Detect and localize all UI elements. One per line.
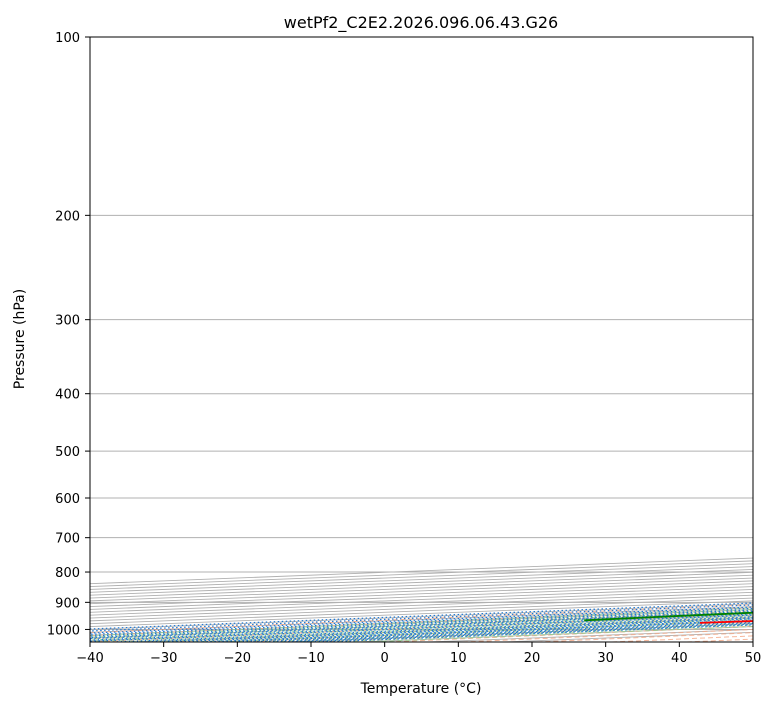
- moist-adiabat-line: [90, 607, 753, 637]
- mixing-ratio-line: [168, 618, 753, 642]
- moist-adiabat-line: [293, 622, 753, 642]
- dry-adiabat-line: [686, 638, 753, 642]
- isotherm-line: [90, 583, 753, 610]
- x-tick-label: 30: [597, 651, 614, 666]
- isotherm-line: [90, 603, 753, 630]
- dry-adiabat-line: [90, 604, 753, 634]
- isotherm-line: [281, 623, 753, 642]
- isotherm-line: [90, 577, 753, 605]
- isotherm-line: [90, 614, 753, 642]
- dry-adiabat-line: [238, 619, 753, 642]
- dry-adiabat-line: [90, 613, 753, 642]
- y-tick-label: 900: [55, 596, 80, 611]
- isotherm-line: [502, 631, 753, 642]
- moist-adiabat-line: [114, 615, 753, 642]
- dry-adiabat-line: [537, 632, 753, 642]
- isotherm-line: [90, 566, 753, 593]
- isotherm-line: [90, 606, 753, 633]
- dry-adiabat-line: [163, 616, 753, 642]
- isotherm-line: [90, 586, 753, 613]
- isotherm-line: [429, 628, 753, 642]
- temperature-line: [699, 620, 753, 624]
- isotherm-line: [355, 626, 753, 642]
- isotherm-line: [90, 594, 753, 622]
- isotherm-line: [90, 588, 753, 616]
- y-axis-label: Pressure (hPa): [12, 289, 28, 389]
- y-tick-label: 100: [55, 31, 80, 46]
- moist-adiabat-line: [365, 626, 753, 642]
- dry-adiabat-line: [90, 607, 753, 637]
- moist-adiabat-line: [90, 613, 753, 642]
- moist-adiabat-line: [185, 618, 753, 642]
- y-axis-ticks: 100 200 300 400 500 600 700 800 900 1000: [47, 31, 90, 638]
- isotherm-line: [90, 591, 753, 619]
- dry-adiabat-line: [387, 625, 753, 642]
- plot-background-lines: [90, 37, 775, 642]
- isotherm-line: [90, 568, 753, 596]
- mixing-ratio-line: [112, 616, 753, 642]
- dry-adiabat-line: [313, 622, 753, 642]
- moist-adiabat-line: [329, 624, 753, 642]
- isotherm-line: [90, 608, 753, 636]
- x-tick-label: −10: [297, 651, 324, 666]
- y-tick-label: 800: [55, 566, 80, 581]
- mixing-ratio-line: [90, 609, 753, 637]
- moist-adiabat-line: [90, 609, 753, 638]
- isotherm-line: [90, 580, 753, 608]
- mixing-ratio-line: [90, 602, 753, 630]
- isotherm-line: [134, 617, 753, 642]
- isotherm-line: [90, 597, 753, 625]
- dewpoint-line: [584, 611, 753, 622]
- chart-title: wetPf2_C2E2.2026.096.06.43.G26: [284, 13, 558, 33]
- x-tick-label: 50: [745, 651, 762, 666]
- moist-adiabat-line: [221, 620, 753, 642]
- mixing-ratio-line: [143, 617, 753, 642]
- mixing-ratio-line: [90, 614, 753, 642]
- dry-adiabat-line: [462, 628, 753, 642]
- x-tick-label: 0: [381, 651, 389, 666]
- x-tick-label: −20: [224, 651, 251, 666]
- isotherm-line: [90, 600, 753, 628]
- x-axis-ticks: −40 −30 −20 −10 0 10 20 30 40 50: [76, 642, 761, 666]
- moist-adiabat-line: [90, 612, 753, 641]
- y-tick-label: 700: [55, 532, 80, 547]
- dry-adiabat-line: [612, 635, 753, 642]
- x-tick-label: 40: [671, 651, 688, 666]
- isotherm-line: [90, 571, 753, 599]
- moist-adiabat-line: [90, 610, 753, 640]
- plot-series: [584, 611, 753, 624]
- x-axis-label: Temperature (°C): [360, 681, 482, 697]
- isotherm-line: [90, 557, 753, 585]
- y-tick-label: 200: [55, 209, 80, 224]
- x-tick-label: 20: [524, 651, 541, 666]
- x-tick-label: −30: [150, 651, 177, 666]
- y-tick-label: 1000: [47, 623, 80, 638]
- dry-adiabat-line: [762, 37, 775, 642]
- dry-adiabat-line: [90, 610, 753, 640]
- isotherm-line: [90, 611, 753, 639]
- y-tick-label: 400: [55, 388, 80, 403]
- isotherm-line: [208, 620, 753, 642]
- isotherm-line: [90, 574, 753, 602]
- moist-adiabat-line: [150, 616, 753, 642]
- moist-adiabat-line: [257, 621, 753, 642]
- y-tick-label: 500: [55, 445, 80, 460]
- plot-frame: [89, 36, 754, 643]
- x-tick-label: 10: [450, 651, 467, 666]
- isotherm-line: [90, 563, 753, 590]
- isotherm-line: [90, 560, 753, 588]
- x-tick-label: −40: [76, 651, 103, 666]
- y-tick-label: 300: [55, 314, 80, 329]
- y-tick-label: 600: [55, 492, 80, 507]
